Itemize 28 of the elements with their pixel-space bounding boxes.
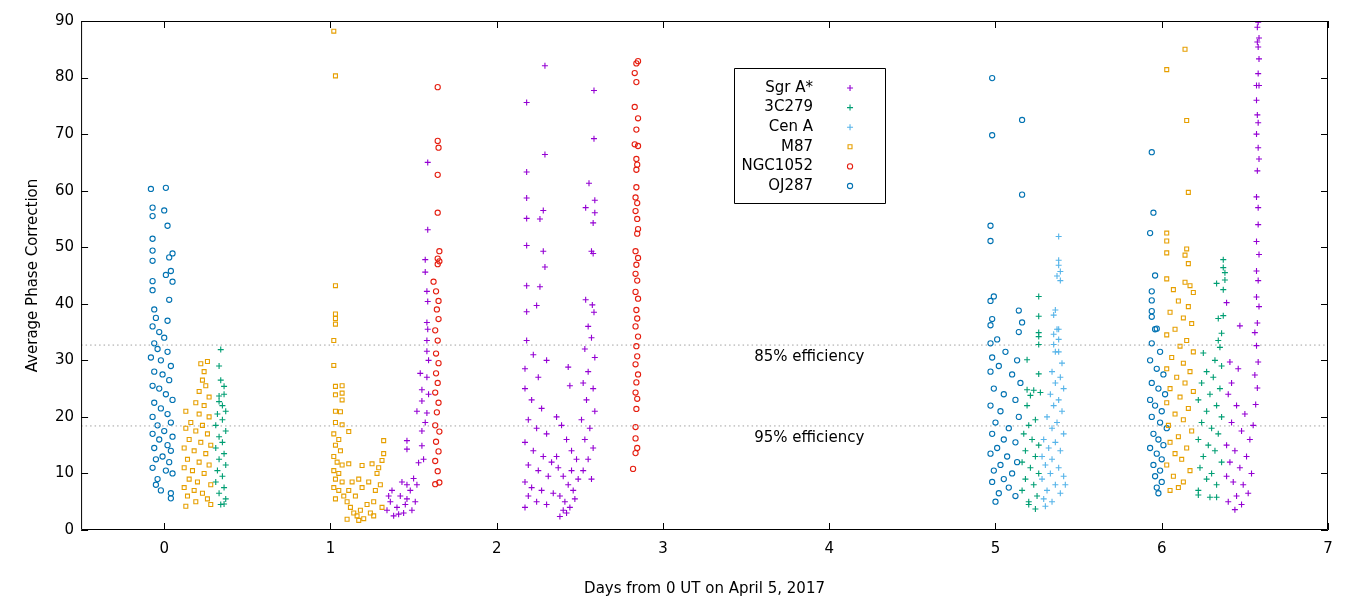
legend-label: NGC1052 [741,156,814,175]
x-tick-label: 3 [658,538,668,557]
x-tick-label: 2 [491,538,502,557]
legend-label: OJ287 [768,175,814,194]
y-axis-title: Average Phase Correction [22,178,41,373]
x-tick-label: 7 [1323,538,1333,557]
y-tick-label: 60 [54,180,75,199]
legend-label: M87 [781,136,814,155]
x-tick-label: 5 [990,538,1001,557]
y-tick-label: 40 [54,293,75,312]
legend-label: Cen A [768,117,814,136]
y-tick-label: 30 [54,350,75,369]
x-axis-title: Days from 0 UT on April 5, 2017 [584,578,825,597]
y-tick-label: 20 [54,406,75,425]
y-tick-label: 10 [54,463,75,482]
x-tick-label: 6 [1156,538,1167,557]
y-tick-label: 50 [54,237,75,256]
y-tick-label: 70 [54,124,75,142]
ref-line-label: 85% efficiency [754,347,865,366]
legend-label: 3C279 [764,97,814,116]
x-tick-label: 4 [824,538,835,557]
y-tick-label: 90 [54,10,75,29]
y-tick-label: 80 [54,67,75,86]
ref-line-label: 95% efficiency [754,428,865,447]
y-tick-label: 0 [64,519,75,538]
x-tick-label: 1 [325,538,336,557]
x-tick-label: 0 [159,538,169,557]
legend-label: Sgr A* [765,77,814,96]
